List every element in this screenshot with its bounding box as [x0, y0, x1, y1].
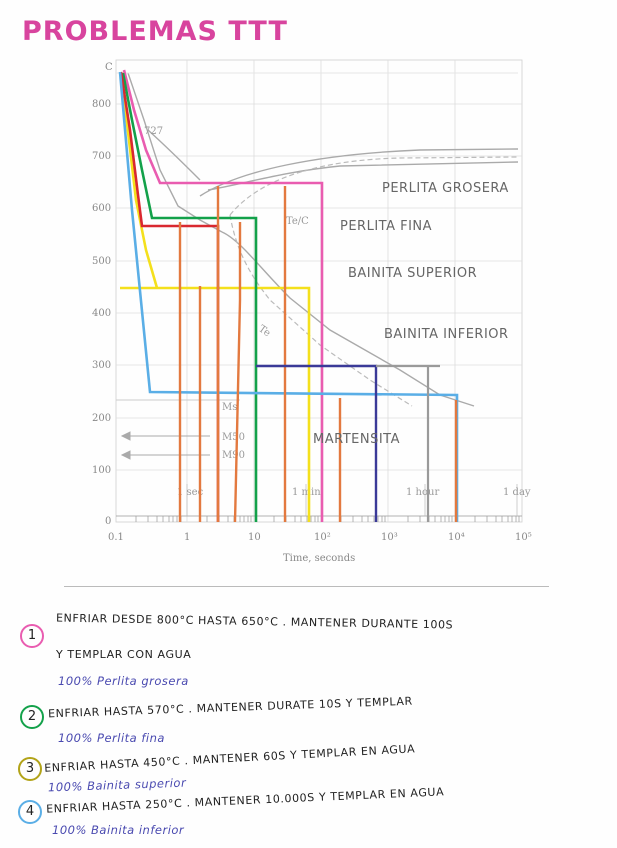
y-tick-600: 600 [92, 203, 111, 214]
curve-label-727: 727 [144, 126, 163, 137]
region-bainita-inferior: BAINITA INFERIOR [384, 327, 509, 342]
cooling-path-green [121, 72, 258, 522]
region-bainita-superior: BAINITA SUPERIOR [348, 266, 477, 281]
ms-label: Ms [222, 402, 237, 413]
curve-label-tec: Te/C [286, 216, 309, 227]
problem-1-number: 1 [20, 624, 44, 648]
ms-arrows [120, 431, 210, 460]
problem-2-line-1: ENFRIAR HASTA 570°C . MANTENER DURATE 10… [47, 694, 413, 721]
x-tick-1: 1 [184, 532, 190, 543]
x-tick-10000: 10⁴ [448, 532, 465, 543]
cooling-path-yellow [119, 71, 311, 522]
cooling-path-orange [178, 186, 458, 523]
x-tick-100: 10² [314, 532, 331, 543]
y-tick-500: 500 [92, 256, 111, 267]
ms-lines [116, 72, 518, 401]
m50-label: M50 [222, 432, 245, 443]
time-mark-1sec: 1 sec [177, 487, 204, 498]
region-martensita: MARTENSITA [313, 432, 400, 447]
region-perlita-fina: PERLITA FINA [340, 219, 432, 234]
problem-1-line-2: Y TEMPLAR CON AGUA [56, 648, 192, 661]
cooling-path-pink [122, 69, 324, 522]
problem-3-result: 100% Bainita superior [47, 775, 187, 795]
y-axis-labels: C 800 700 600 500 400 300 200 100 0 [92, 62, 113, 527]
problem-2-result: 100% Perlita fina [58, 731, 165, 745]
problem-1-line-1: ENFRIAR DESDE 800°C HASTA 650°C . MANTEN… [55, 611, 454, 632]
problem-3-number: 3 [18, 757, 42, 781]
time-mark-1min: 1 min [292, 487, 321, 498]
curve-label-te: Te [256, 323, 272, 339]
ttt-dashed-curves [229, 156, 519, 407]
grid [115, 59, 523, 523]
page-title: PROBLEMAS TTT [22, 16, 288, 47]
time-mark-1day: 1 day [503, 487, 531, 498]
y-tick-800: 800 [92, 99, 111, 110]
problem-4-result: 100% Bainita inferior [52, 823, 185, 837]
m90-label: M90 [222, 450, 245, 461]
y-tick-200: 200 [92, 413, 111, 424]
time-mark-1hour: 1 hour [406, 487, 439, 498]
y-tick-300: 300 [92, 360, 111, 371]
y-tick-700: 700 [92, 151, 111, 162]
divider [64, 586, 549, 587]
ttt-curves [127, 72, 519, 407]
problem-3-line-1: ENFRIAR HASTA 450°C . MANTENER 60S Y TEM… [43, 742, 416, 775]
cooling-path-gray [376, 364, 440, 522]
y-tick-0: 0 [105, 516, 111, 527]
y-tick-100: 100 [92, 465, 111, 476]
problem-1-result: 100% Perlita grosera [58, 674, 189, 688]
x-axis-ticks [116, 515, 522, 522]
x-axis-labels: 0.1 1 10 10² 10³ 10⁴ 10⁵ Time, seconds [108, 532, 532, 564]
ttt-diagram: C 800 700 600 500 400 300 200 100 0 [92, 59, 532, 564]
x-tick-10: 10 [248, 532, 261, 543]
x-tick-100000: 10⁵ [515, 532, 532, 543]
region-perlita-grosera: PERLITA GROSERA [382, 181, 509, 196]
problem-4-number: 4 [18, 800, 42, 824]
x-tick-1000: 10³ [381, 532, 398, 543]
y-unit: C [105, 62, 113, 73]
y-tick-400: 400 [92, 308, 111, 319]
problem-2-number: 2 [20, 705, 44, 729]
x-tick-0.1: 0.1 [108, 532, 124, 543]
time-markers [186, 484, 518, 516]
x-axis-title: Time, seconds [283, 553, 355, 564]
